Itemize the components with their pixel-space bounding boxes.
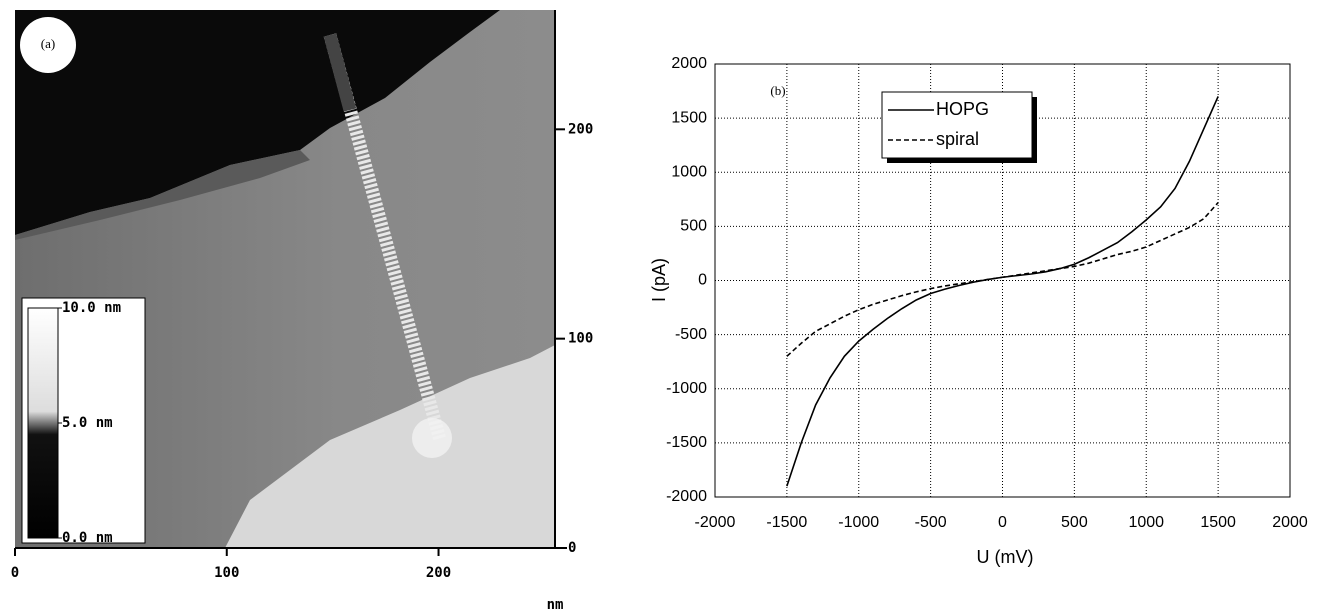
- x-tick-label: 0: [998, 514, 1007, 531]
- panel-label: (b): [770, 83, 785, 98]
- x-tick-label: -500: [915, 514, 947, 531]
- x-tick-label: 100: [214, 565, 239, 581]
- y-tick-label: -2000: [666, 488, 707, 505]
- colorbar-label: 0.0 nm: [62, 530, 113, 546]
- y-tick-label: 0: [568, 540, 576, 556]
- x-tick-label: 2000: [1272, 514, 1308, 531]
- legend-label: HOPG: [936, 99, 989, 119]
- legend-label: spiral: [936, 129, 979, 149]
- x-tick-label: 500: [1061, 514, 1088, 531]
- x-tick-label: 1000: [1128, 514, 1164, 531]
- y-tick-label: 100: [568, 331, 593, 347]
- x-tick-label: -1000: [838, 514, 879, 531]
- legend-box: [881, 91, 1033, 159]
- y-tick-label: 1000: [671, 163, 707, 180]
- plot-frame: [714, 63, 1291, 498]
- y-tick-label: 200: [568, 121, 593, 137]
- series-line: [786, 202, 1219, 357]
- y-tick-label: -1500: [666, 434, 707, 451]
- y-tick-label: -1000: [666, 380, 707, 397]
- x-tick-label: -1500: [766, 514, 807, 531]
- y-tick-label: 1500: [671, 109, 707, 126]
- x-tick-label: -2000: [695, 514, 736, 531]
- panel-label: (a): [41, 36, 55, 51]
- y-axis-label: I (pA): [649, 258, 669, 302]
- x-axis-label: nm: [547, 597, 564, 613]
- x-tick-label: 200: [426, 565, 451, 581]
- x-axis-label: U (mV): [977, 547, 1034, 567]
- y-tick-label: 500: [680, 218, 707, 235]
- colorbar-label: 5.0 nm: [62, 415, 113, 431]
- y-tick-label: -500: [675, 326, 707, 343]
- y-tick-label: 0: [698, 272, 707, 289]
- y-tick-label: 2000: [671, 55, 707, 72]
- stm-image: [15, 10, 555, 548]
- x-tick-label: 0: [11, 565, 19, 581]
- colorbar-label: 10.0 nm: [62, 300, 121, 316]
- x-tick-label: 1500: [1200, 514, 1236, 531]
